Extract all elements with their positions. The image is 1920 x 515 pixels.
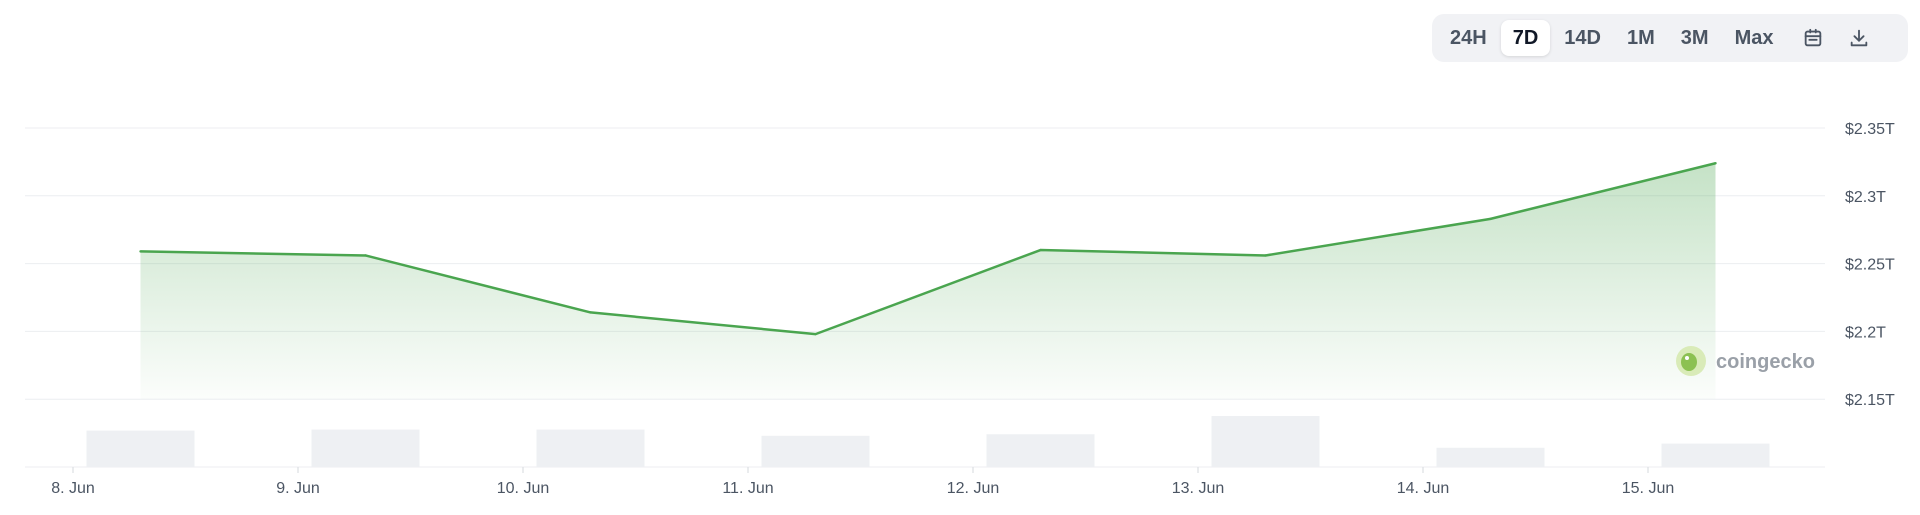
download-icon[interactable] [1839, 20, 1879, 56]
x-tick-label: 8. Jun [51, 480, 95, 497]
volume-bar [1661, 443, 1770, 467]
volume-bar [1211, 416, 1320, 467]
series-area [140, 163, 1716, 400]
volume-bar [1436, 447, 1545, 467]
watermark-text: coingecko [1716, 351, 1815, 373]
series-line [140, 162, 1716, 336]
data-point [139, 250, 142, 253]
gecko-eye-shape [1685, 356, 1689, 360]
y-tick-label: $2.35T [1845, 121, 1895, 138]
calendar-icon[interactable] [1793, 20, 1833, 56]
y-tick-label: $2.15T [1845, 392, 1895, 409]
time-range-toolbar: 24H 7D 14D 1M 3M Max [1432, 14, 1908, 62]
y-tick-label: $2.25T [1845, 257, 1895, 274]
volume-bar [986, 434, 1095, 467]
volume-bar [536, 429, 645, 467]
y-tick-label: $2.2T [1845, 324, 1886, 341]
range-1m-button[interactable]: 1M [1626, 26, 1655, 49]
range-14d-button[interactable]: 14D [1564, 26, 1601, 49]
data-point [364, 254, 367, 257]
coingecko-watermark: coingecko [1676, 346, 1815, 376]
data-point [1489, 217, 1492, 221]
volume-bar [761, 435, 870, 467]
range-max-button[interactable]: Max [1734, 26, 1774, 49]
x-tick-label: 11. Jun [722, 480, 773, 497]
range-7d-button[interactable]: 7D [1500, 20, 1551, 56]
data-point [1264, 254, 1267, 257]
data-point [1039, 248, 1042, 252]
x-tick-label: 9. Jun [276, 480, 320, 497]
range-3m-button[interactable]: 3M [1680, 26, 1709, 49]
data-point [814, 332, 817, 336]
data-point [1714, 162, 1717, 165]
x-tick-label: 10. Jun [497, 480, 549, 497]
volume-bar [311, 429, 420, 467]
x-tick-label: 14. Jun [1397, 480, 1449, 497]
y-tick-label: $2.3T [1845, 189, 1886, 206]
x-tick-label: 12. Jun [947, 480, 999, 497]
x-tick-label: 13. Jun [1172, 480, 1224, 497]
data-point [589, 311, 592, 314]
range-24h-button[interactable]: 24H [1450, 26, 1487, 49]
volume-bar [86, 430, 195, 467]
x-tick-label: 15. Jun [1622, 480, 1674, 497]
gecko-head-shape [1681, 353, 1697, 371]
